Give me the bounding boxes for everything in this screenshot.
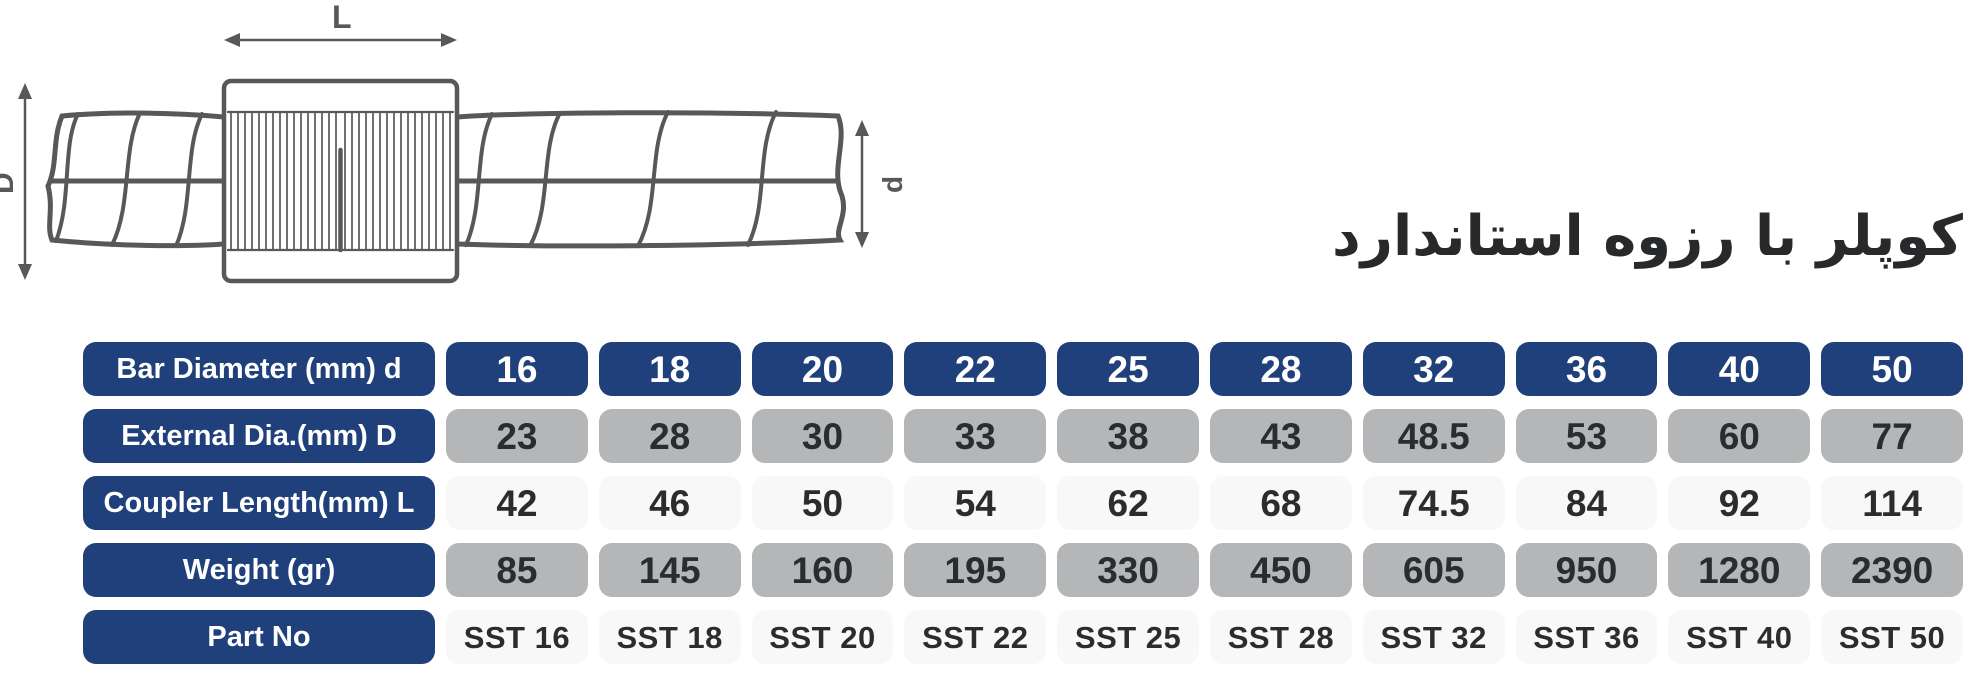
- table-cell: 48.5: [1362, 409, 1505, 463]
- table-cell: SST 25: [1057, 610, 1199, 664]
- row-header-coupler-length: Coupler Length(mm) L: [83, 476, 435, 530]
- rebar-right: [454, 110, 846, 249]
- table-cell: 23: [446, 409, 588, 463]
- coupler-diagram: L D d: [0, 0, 908, 284]
- table-cell: 60: [1668, 409, 1811, 463]
- table-cell: SST 18: [598, 610, 741, 664]
- table-cell: 450: [1210, 543, 1352, 597]
- table-cell: 68: [1210, 476, 1352, 530]
- row-header-part-no: Part No: [83, 610, 435, 664]
- table-cell: 18: [598, 342, 741, 396]
- table-cell: 84: [1515, 476, 1658, 530]
- page-title: کوپلر با رزوه استاندارد: [1332, 204, 1964, 269]
- table-cell: 20: [751, 342, 894, 396]
- table-cell: 85: [446, 543, 588, 597]
- table-cell: 1280: [1668, 543, 1811, 597]
- table-cell: 46: [598, 476, 741, 530]
- table-cell: 950: [1515, 543, 1658, 597]
- length-label: L: [332, 0, 352, 35]
- spec-table: Bar Diameter (mm) d 16 18 20 22 25 28 32…: [83, 342, 1963, 664]
- table-cell: 195: [904, 543, 1047, 597]
- table-cell: SST 36: [1515, 610, 1658, 664]
- length-dimension-arrow: L: [224, 0, 457, 47]
- table-cell: 30: [751, 409, 894, 463]
- table-cell: 40: [1668, 342, 1811, 396]
- table-cell: SST 28: [1210, 610, 1352, 664]
- table-cell: 33: [904, 409, 1047, 463]
- table-cell: 50: [751, 476, 894, 530]
- table-cell: 605: [1362, 543, 1505, 597]
- table-cell: 25: [1057, 342, 1199, 396]
- table-cell: 2390: [1821, 543, 1963, 597]
- table-cell: 32: [1362, 342, 1505, 396]
- table-cell: 38: [1057, 409, 1199, 463]
- row-header-external-dia: External Dia.(mm) D: [83, 409, 435, 463]
- table-cell: SST 20: [751, 610, 894, 664]
- table-cell: 74.5: [1362, 476, 1505, 530]
- table-cell: 145: [598, 543, 741, 597]
- table-cell: 53: [1515, 409, 1658, 463]
- bar-diameter-dimension-arrow: d: [855, 120, 908, 248]
- table-cell: SST 40: [1668, 610, 1811, 664]
- table-cell: 54: [904, 476, 1047, 530]
- table-cell: 62: [1057, 476, 1199, 530]
- external-diameter-label: D: [0, 172, 20, 194]
- table-cell: SST 50: [1821, 610, 1963, 664]
- table-cell: 16: [446, 342, 588, 396]
- rebar-left: [45, 110, 227, 249]
- table-cell: 114: [1821, 476, 1963, 530]
- table-cell: 28: [1210, 342, 1352, 396]
- bar-diameter-label: d: [877, 176, 908, 193]
- table-cell: SST 16: [446, 610, 588, 664]
- table-cell: 42: [446, 476, 588, 530]
- table-cell: 92: [1668, 476, 1811, 530]
- external-diameter-dimension-arrow: D: [0, 83, 32, 280]
- table-cell: 330: [1057, 543, 1199, 597]
- table-cell: 50: [1821, 342, 1963, 396]
- table-cell: 36: [1515, 342, 1658, 396]
- coupler-body: [221, 78, 460, 284]
- table-cell: 160: [751, 543, 894, 597]
- row-header-weight: Weight (gr): [83, 543, 435, 597]
- table-cell: 43: [1210, 409, 1352, 463]
- thread-lines: [230, 111, 451, 251]
- table-cell: SST 32: [1362, 610, 1505, 664]
- table-cell: 28: [598, 409, 741, 463]
- table-cell: 22: [904, 342, 1047, 396]
- table-cell: SST 22: [904, 610, 1047, 664]
- row-header-bar-diameter: Bar Diameter (mm) d: [83, 342, 435, 396]
- table-cell: 77: [1821, 409, 1963, 463]
